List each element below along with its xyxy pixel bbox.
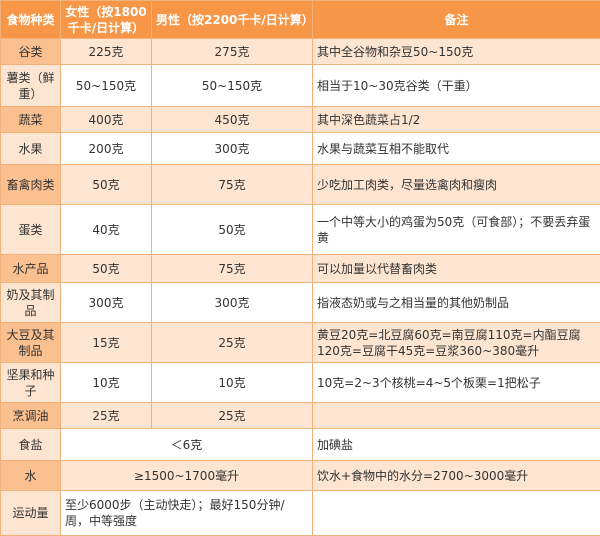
row-note: 可以加量以代替畜肉类 xyxy=(313,255,600,283)
row-female: 10克 xyxy=(61,363,152,403)
exercise-note xyxy=(313,491,600,536)
row-male: 300克 xyxy=(152,283,313,323)
row-female: 15克 xyxy=(61,323,152,363)
table-row: 水果 200克 300克 水果与蔬菜互相不能取代 xyxy=(1,133,600,165)
row-female: 25克 xyxy=(61,403,152,429)
row-note: 10克=2~3个核桃=4~5个板栗=1把松子 xyxy=(313,363,600,403)
exercise-category: 运动量 xyxy=(1,491,61,536)
row-category: 蛋类 xyxy=(1,205,61,255)
row-category: 奶及其制品 xyxy=(1,283,61,323)
salt-note: 加碘盐 xyxy=(313,429,600,461)
table-row: 薯类（鲜重） 50~150克 50~150克 相当于10~30克谷类（干重） xyxy=(1,65,600,107)
exercise-row: 运动量 至少6000步（主动快走）；最好150分钟/周，中等强度 xyxy=(1,491,600,536)
row-male: 275克 xyxy=(152,39,313,65)
row-category: 大豆及其制品 xyxy=(1,323,61,363)
row-female: 50克 xyxy=(61,165,152,205)
table-row: 蛋类 40克 50克 一个中等大小的鸡蛋为50克（可食部）；不要丢弃蛋黄 xyxy=(1,205,600,255)
water-category: 水 xyxy=(1,461,61,491)
row-note xyxy=(313,403,600,429)
row-female: 200克 xyxy=(61,133,152,165)
row-category: 薯类（鲜重） xyxy=(1,65,61,107)
row-category: 坚果和种子 xyxy=(1,363,61,403)
row-male: 50~150克 xyxy=(152,65,313,107)
row-category: 蔬菜 xyxy=(1,107,61,133)
salt-value: ＜6克 xyxy=(61,429,313,461)
header-row: 食物种类 女性（按1800千卡/日计算） 男性（按2200千卡/日计算） 备注 xyxy=(1,1,600,39)
row-male: 25克 xyxy=(152,323,313,363)
row-note: 指液态奶或与之相当量的其他奶制品 xyxy=(313,283,600,323)
row-note: 少吃加工肉类，尽量选禽肉和瘦肉 xyxy=(313,165,600,205)
row-note: 其中深色蔬菜占1/2 xyxy=(313,107,600,133)
row-male: 10克 xyxy=(152,363,313,403)
row-category: 畜禽肉类 xyxy=(1,165,61,205)
table-row: 坚果和种子 10克 10克 10克=2~3个核桃=4~5个板栗=1把松子 xyxy=(1,363,600,403)
header-food: 食物种类 xyxy=(1,1,61,39)
row-female: 40克 xyxy=(61,205,152,255)
row-male: 75克 xyxy=(152,165,313,205)
row-female: 50克 xyxy=(61,255,152,283)
row-male: 75克 xyxy=(152,255,313,283)
row-note: 相当于10~30克谷类（干重） xyxy=(313,65,600,107)
salt-category: 食盐 xyxy=(1,429,61,461)
row-category: 水果 xyxy=(1,133,61,165)
table-row: 奶及其制品 300克 300克 指液态奶或与之相当量的其他奶制品 xyxy=(1,283,600,323)
table-row: 水产品 50克 75克 可以加量以代替畜肉类 xyxy=(1,255,600,283)
table-row: 烹调油 25克 25克 xyxy=(1,403,600,429)
row-female: 400克 xyxy=(61,107,152,133)
water-value: ≥1500~1700毫升 xyxy=(61,461,313,491)
row-female: 225克 xyxy=(61,39,152,65)
row-category: 谷类 xyxy=(1,39,61,65)
row-female: 50~150克 xyxy=(61,65,152,107)
water-note: 饮水+食物中的水分=2700~3000毫升 xyxy=(313,461,600,491)
row-category: 水产品 xyxy=(1,255,61,283)
row-male: 50克 xyxy=(152,205,313,255)
row-male: 25克 xyxy=(152,403,313,429)
row-category: 烹调油 xyxy=(1,403,61,429)
table-row: 蔬菜 400克 450克 其中深色蔬菜占1/2 xyxy=(1,107,600,133)
water-row: 水 ≥1500~1700毫升 饮水+食物中的水分=2700~3000毫升 xyxy=(1,461,600,491)
header-note: 备注 xyxy=(313,1,600,39)
header-female: 女性（按1800千卡/日计算） xyxy=(61,1,152,39)
row-note: 水果与蔬菜互相不能取代 xyxy=(313,133,600,165)
table-row: 谷类 225克 275克 其中全谷物和杂豆50~150克 xyxy=(1,39,600,65)
row-male: 450克 xyxy=(152,107,313,133)
salt-row: 食盐 ＜6克 加碘盐 xyxy=(1,429,600,461)
row-note: 其中全谷物和杂豆50~150克 xyxy=(313,39,600,65)
table-row: 畜禽肉类 50克 75克 少吃加工肉类，尽量选禽肉和瘦肉 xyxy=(1,165,600,205)
row-note: 一个中等大小的鸡蛋为50克（可食部）；不要丢弃蛋黄 xyxy=(313,205,600,255)
row-female: 300克 xyxy=(61,283,152,323)
table-row: 大豆及其制品 15克 25克 黄豆20克=北豆腐60克=南豆腐110克=内酯豆腐… xyxy=(1,323,600,363)
header-male: 男性（按2200千卡/日计算） xyxy=(152,1,313,39)
row-note: 黄豆20克=北豆腐60克=南豆腐110克=内酯豆腐120克=豆腐干45克=豆浆3… xyxy=(313,323,600,363)
exercise-value: 至少6000步（主动快走）；最好150分钟/周，中等强度 xyxy=(61,491,313,536)
row-male: 300克 xyxy=(152,133,313,165)
